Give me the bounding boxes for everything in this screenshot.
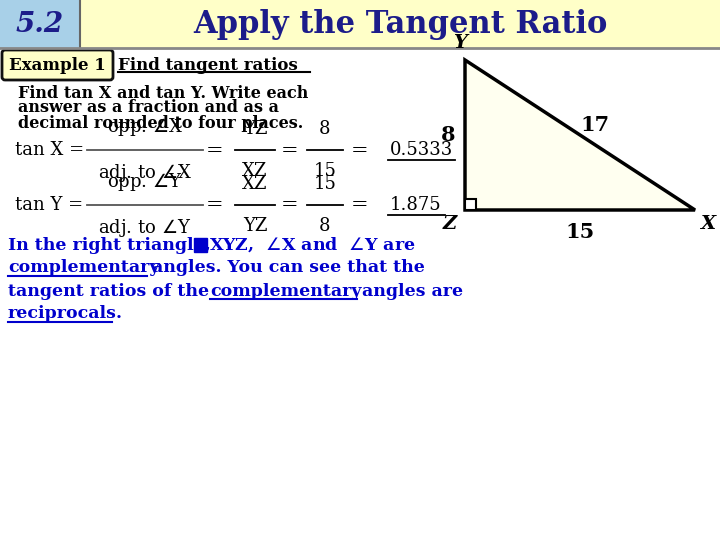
Text: YZ: YZ	[243, 120, 267, 138]
Bar	[0, 0, 720, 48]
Text: tangent ratios of the: tangent ratios of the	[8, 282, 215, 300]
Text: Y: Y	[453, 34, 467, 52]
Text: =: =	[206, 195, 224, 214]
FancyBboxPatch shape	[2, 50, 113, 80]
Text: In the right triangle,: In the right triangle,	[8, 237, 217, 253]
Text: X: X	[700, 215, 715, 233]
Text: decimal rounded to four places.: decimal rounded to four places.	[18, 114, 303, 132]
Bar	[465, 199, 476, 210]
Text: complementary: complementary	[8, 260, 160, 276]
Text: adj. to $\angle$Y: adj. to $\angle$Y	[99, 217, 192, 239]
Text: 1.875: 1.875	[390, 196, 441, 214]
Text: reciprocals: reciprocals	[8, 306, 117, 322]
Bar	[194, 238, 207, 252]
Text: angles are: angles are	[362, 282, 463, 300]
Text: =: =	[282, 140, 299, 159]
Text: 15: 15	[565, 222, 595, 242]
Text: tan Y =: tan Y =	[15, 196, 83, 214]
Text: tan X =: tan X =	[15, 141, 84, 159]
Text: answer as a fraction and as a: answer as a fraction and as a	[18, 99, 279, 117]
Text: Z: Z	[443, 215, 457, 233]
Text: .: .	[116, 306, 122, 322]
Polygon shape	[465, 60, 695, 210]
Text: opp. $\angle$X: opp. $\angle$X	[107, 116, 183, 138]
Text: 15: 15	[314, 175, 336, 193]
Text: 8: 8	[441, 125, 455, 145]
Text: XZ: XZ	[242, 175, 268, 193]
Text: 0.5333: 0.5333	[390, 141, 454, 159]
Text: Find tan X and tan Y. Write each: Find tan X and tan Y. Write each	[18, 84, 308, 102]
Text: opp. $\angle$Y: opp. $\angle$Y	[107, 171, 183, 193]
Text: 17: 17	[580, 115, 610, 135]
Text: Example 1: Example 1	[9, 57, 105, 73]
Text: angles. You can see that the: angles. You can see that the	[152, 260, 425, 276]
Text: YZ: YZ	[243, 217, 267, 235]
Text: Find tangent ratios: Find tangent ratios	[118, 57, 298, 73]
Text: XZ: XZ	[242, 162, 268, 180]
Text: 8: 8	[319, 120, 330, 138]
Text: 8: 8	[319, 217, 330, 235]
Text: =: =	[351, 195, 369, 214]
Text: =: =	[351, 140, 369, 159]
Text: Apply the Tangent Ratio: Apply the Tangent Ratio	[193, 9, 607, 39]
Text: XYZ,  $\angle$X and  $\angle$Y are: XYZ, $\angle$X and $\angle$Y are	[209, 235, 415, 254]
Text: complementary: complementary	[210, 282, 361, 300]
Bar	[0, 0, 80, 48]
Text: =: =	[206, 140, 224, 159]
Text: 5.2: 5.2	[16, 10, 64, 37]
Text: 15: 15	[314, 162, 336, 180]
Text: adj. to $\angle$X: adj. to $\angle$X	[98, 162, 192, 184]
Text: =: =	[282, 195, 299, 214]
